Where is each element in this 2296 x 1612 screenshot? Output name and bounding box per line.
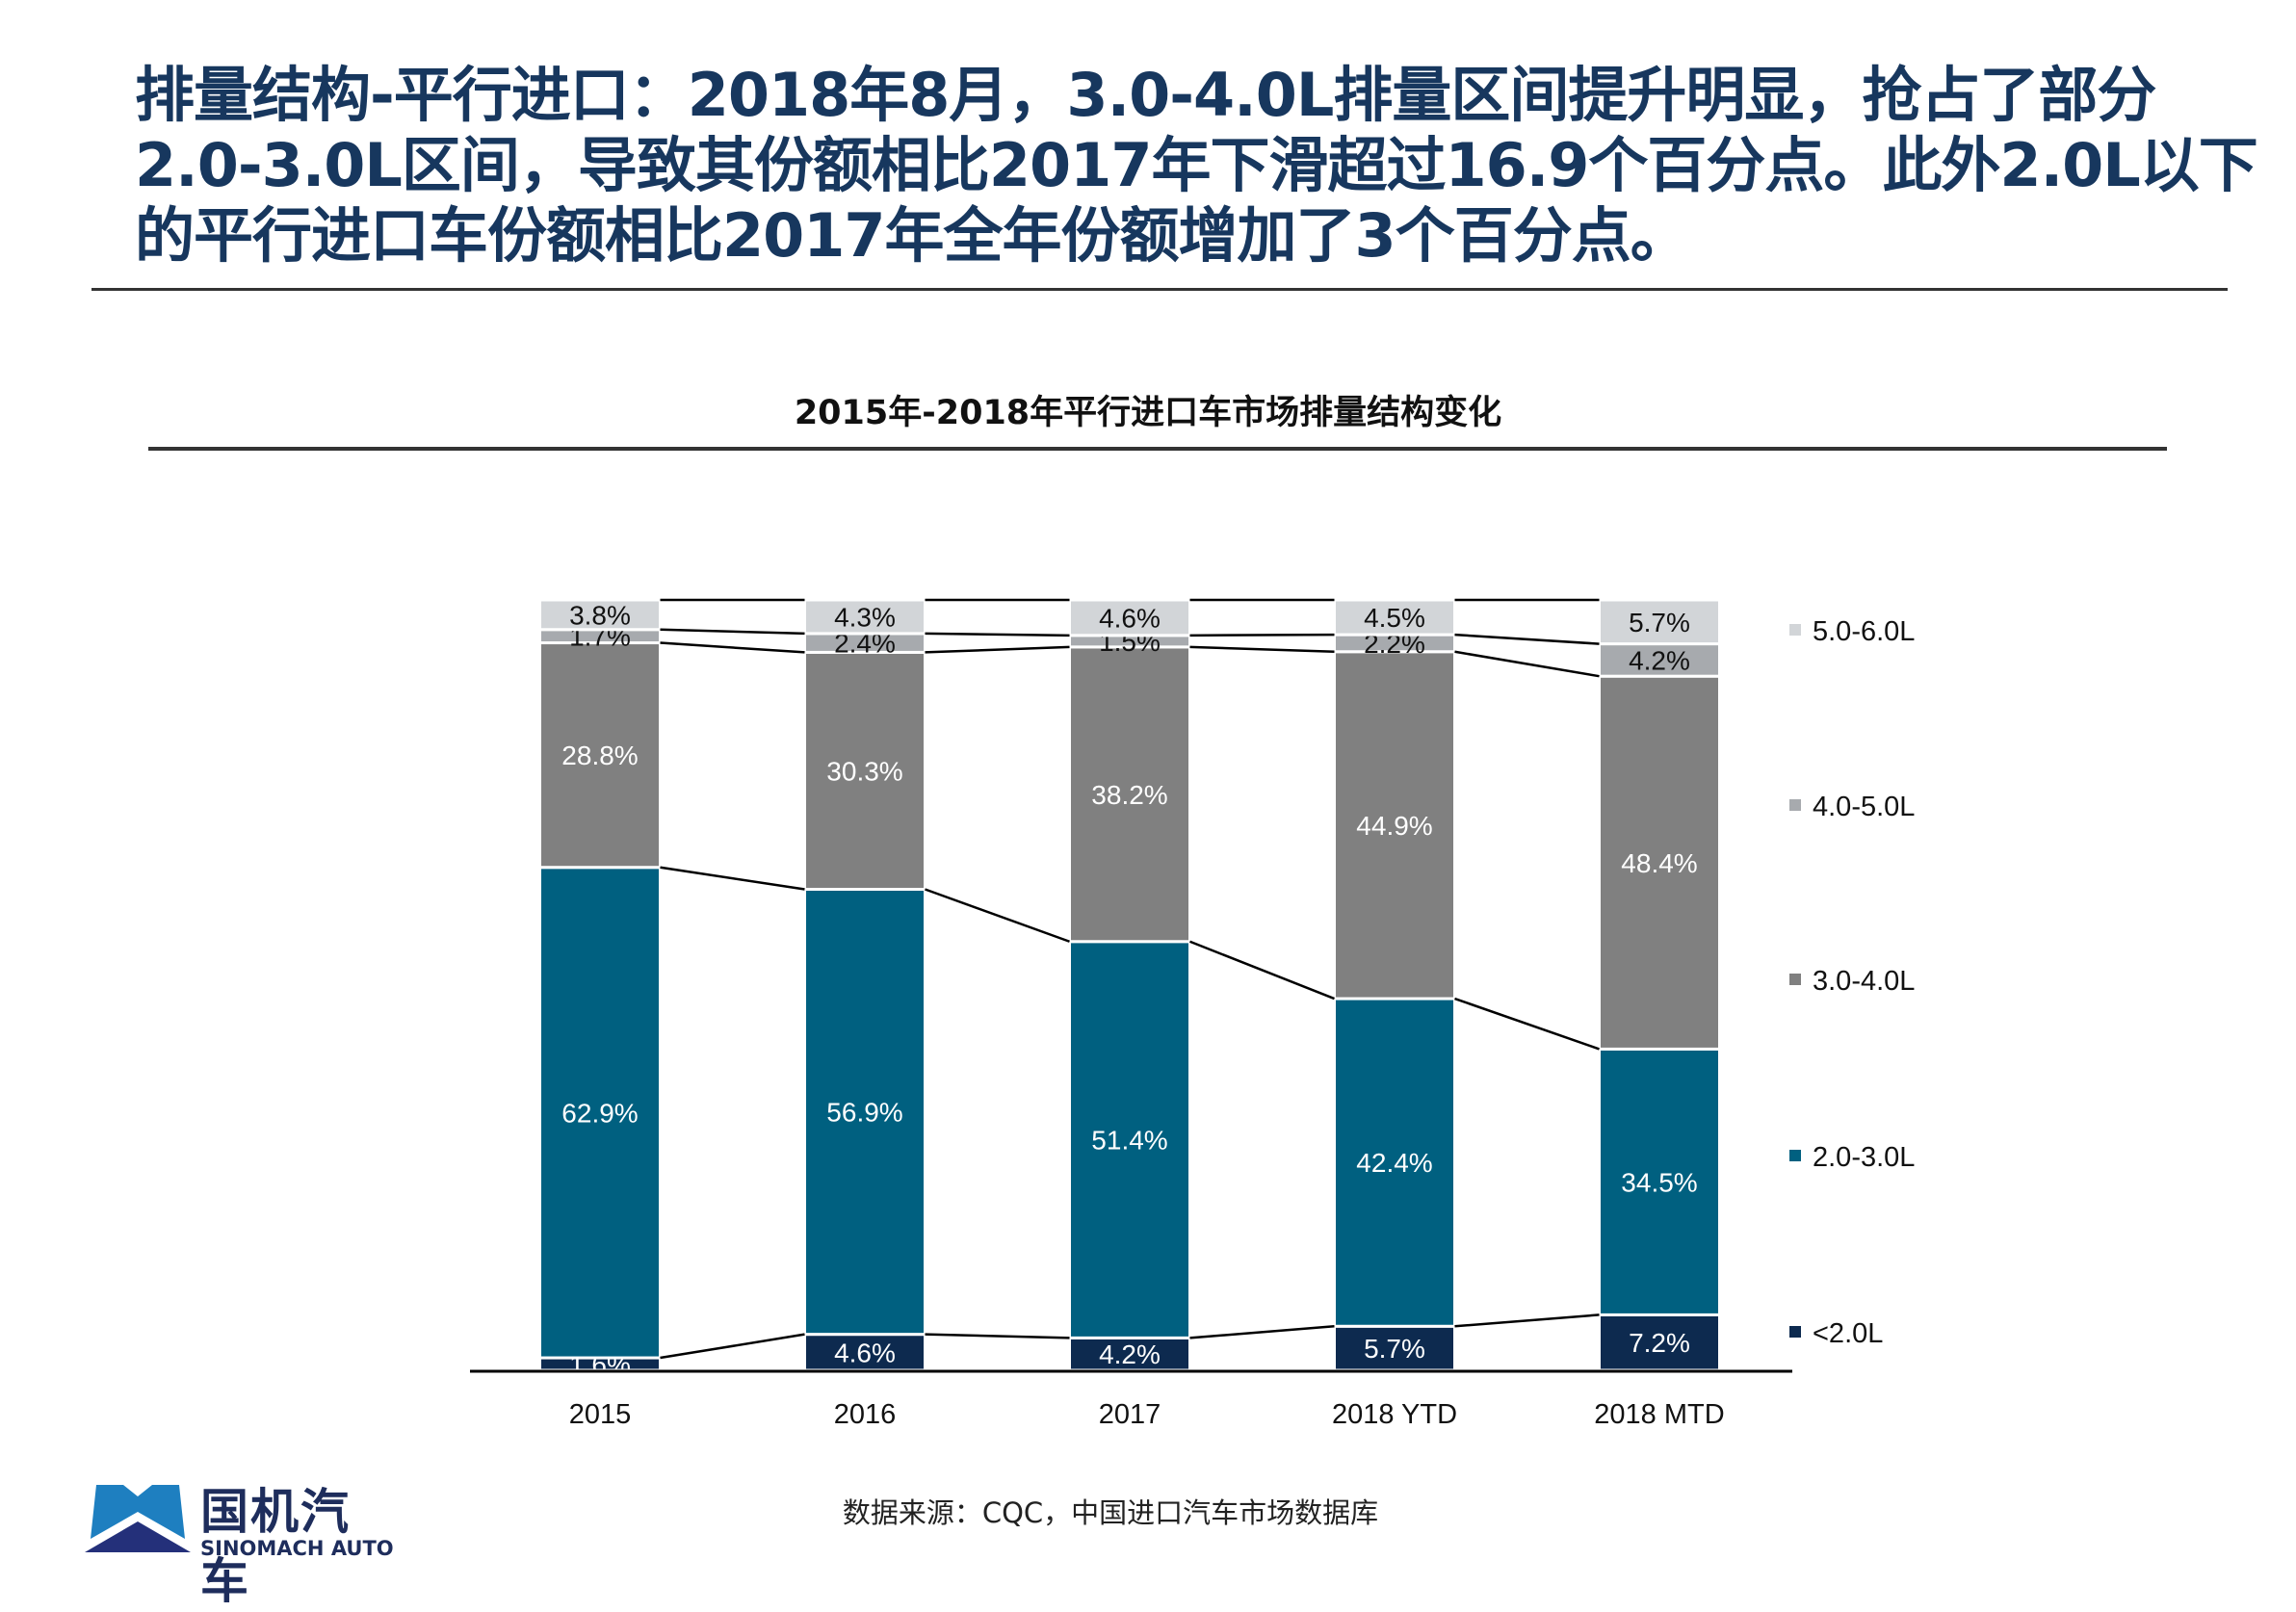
chart-title: 2015年-2018年平行进口车市场排量结构变化 <box>794 394 1502 432</box>
series-connector-line <box>925 888 1070 943</box>
logo: 国机汽车 SINOMACH AUTO <box>85 1473 394 1609</box>
series-connector-line <box>925 1333 1070 1339</box>
data-label: 30.3% <box>826 756 902 786</box>
x-tick-label: 2016 <box>834 1399 897 1430</box>
chart-title-divider <box>148 447 2167 451</box>
bar-segment <box>803 650 926 892</box>
legend-swatch <box>1789 1326 1801 1338</box>
series-connector-line <box>925 632 1070 637</box>
legend-swatch <box>1789 1150 1801 1161</box>
legend-label: 5.0-6.0L <box>1813 616 1915 647</box>
data-label: 62.9% <box>561 1098 638 1128</box>
x-tick-label: 2017 <box>1099 1399 1161 1430</box>
series-connector-line <box>660 628 805 636</box>
data-label: 4.6% <box>1099 603 1161 633</box>
x-tick-label: 2018 MTD <box>1594 1399 1724 1430</box>
data-label: 3.8% <box>569 600 631 630</box>
data-label: 4.2% <box>1099 1339 1161 1369</box>
x-tick-label: 2018 YTD <box>1332 1399 1457 1430</box>
series-connector-line <box>1454 997 1600 1051</box>
headline-line-1: 排量结构-平行进口：2018年8月，3.0-4.0L排量区间提升明显，抢占了部分 <box>135 60 2156 130</box>
data-label: 44.9% <box>1356 811 1432 841</box>
legend-swatch <box>1789 624 1801 636</box>
series-connector-line <box>1189 940 1335 1001</box>
legend-swatch <box>1789 799 1801 811</box>
logo-text-en: SINOMACH AUTO <box>200 1537 394 1560</box>
data-label: 7.2% <box>1629 1328 1690 1358</box>
data-label: 4.2% <box>1629 645 1690 675</box>
bar-segment <box>1333 650 1456 1001</box>
bar-segment <box>1598 598 1721 646</box>
logo-mountain-icon <box>85 1485 191 1552</box>
bar-segment <box>538 598 662 632</box>
legend-label: 3.0-4.0L <box>1813 966 1915 997</box>
data-label: 5.7% <box>1629 608 1690 637</box>
headline-line-2: 2.0-3.0L区间，导致其份额相比2017年下滑超过16.9个百分点。此外2.… <box>135 130 2258 200</box>
source-note: 数据来源：CQC，中国进口汽车市场数据库 <box>842 1496 1379 1529</box>
data-label: 5.7% <box>1364 1334 1425 1364</box>
logo-text-cn: 国机汽车 <box>200 1484 351 1609</box>
data-label: 48.4% <box>1621 848 1697 878</box>
series-connector-line <box>1454 650 1600 678</box>
series-connector-line <box>925 645 1070 654</box>
legend-label: <2.0L <box>1813 1318 1883 1349</box>
data-label: 4.3% <box>834 602 896 632</box>
bar-segment <box>538 866 662 1360</box>
series-connector-line <box>1189 633 1335 637</box>
series-connector-line <box>660 641 805 654</box>
series-connector-line <box>660 866 805 891</box>
series-connector-line <box>1189 1325 1335 1339</box>
series-connector-line <box>660 1333 805 1360</box>
x-tick-label: 2015 <box>569 1399 632 1430</box>
bar-segment <box>1068 645 1191 944</box>
bar-segment <box>1598 674 1721 1051</box>
bar-segment <box>1333 997 1456 1328</box>
bar-segment <box>1068 940 1191 1339</box>
bar-segment <box>1598 642 1721 678</box>
data-label: 56.9% <box>826 1098 902 1128</box>
data-label: 4.6% <box>834 1338 896 1367</box>
headline-divider <box>91 288 2228 291</box>
headline-line-3: 的平行进口车份额相比2017年全年份额增加了3个百分点。 <box>135 200 1690 271</box>
bar-segment <box>803 598 926 636</box>
headline: 排量结构-平行进口：2018年8月，3.0-4.0L排量区间提升明显，抢占了部分… <box>135 60 2258 271</box>
data-label: 38.2% <box>1091 780 1167 810</box>
data-label: 51.4% <box>1091 1126 1167 1156</box>
data-label: 4.5% <box>1364 603 1425 633</box>
legend-label: 4.0-5.0L <box>1813 792 1915 822</box>
series-connector-line <box>1454 1313 1600 1328</box>
bar-segment <box>1598 1047 1721 1316</box>
bar-segment <box>538 641 662 870</box>
bar-segment <box>1333 598 1456 637</box>
bar-segment <box>803 1333 926 1372</box>
series-connector-line <box>1189 645 1335 654</box>
bar-segment <box>1068 598 1191 637</box>
data-label: 42.4% <box>1356 1148 1432 1178</box>
legend-swatch <box>1789 974 1801 985</box>
data-label: 34.5% <box>1621 1167 1697 1197</box>
data-label: 28.8% <box>561 741 638 770</box>
legend-label: 2.0-3.0L <box>1813 1142 1915 1173</box>
series-connector-line <box>1454 633 1600 645</box>
